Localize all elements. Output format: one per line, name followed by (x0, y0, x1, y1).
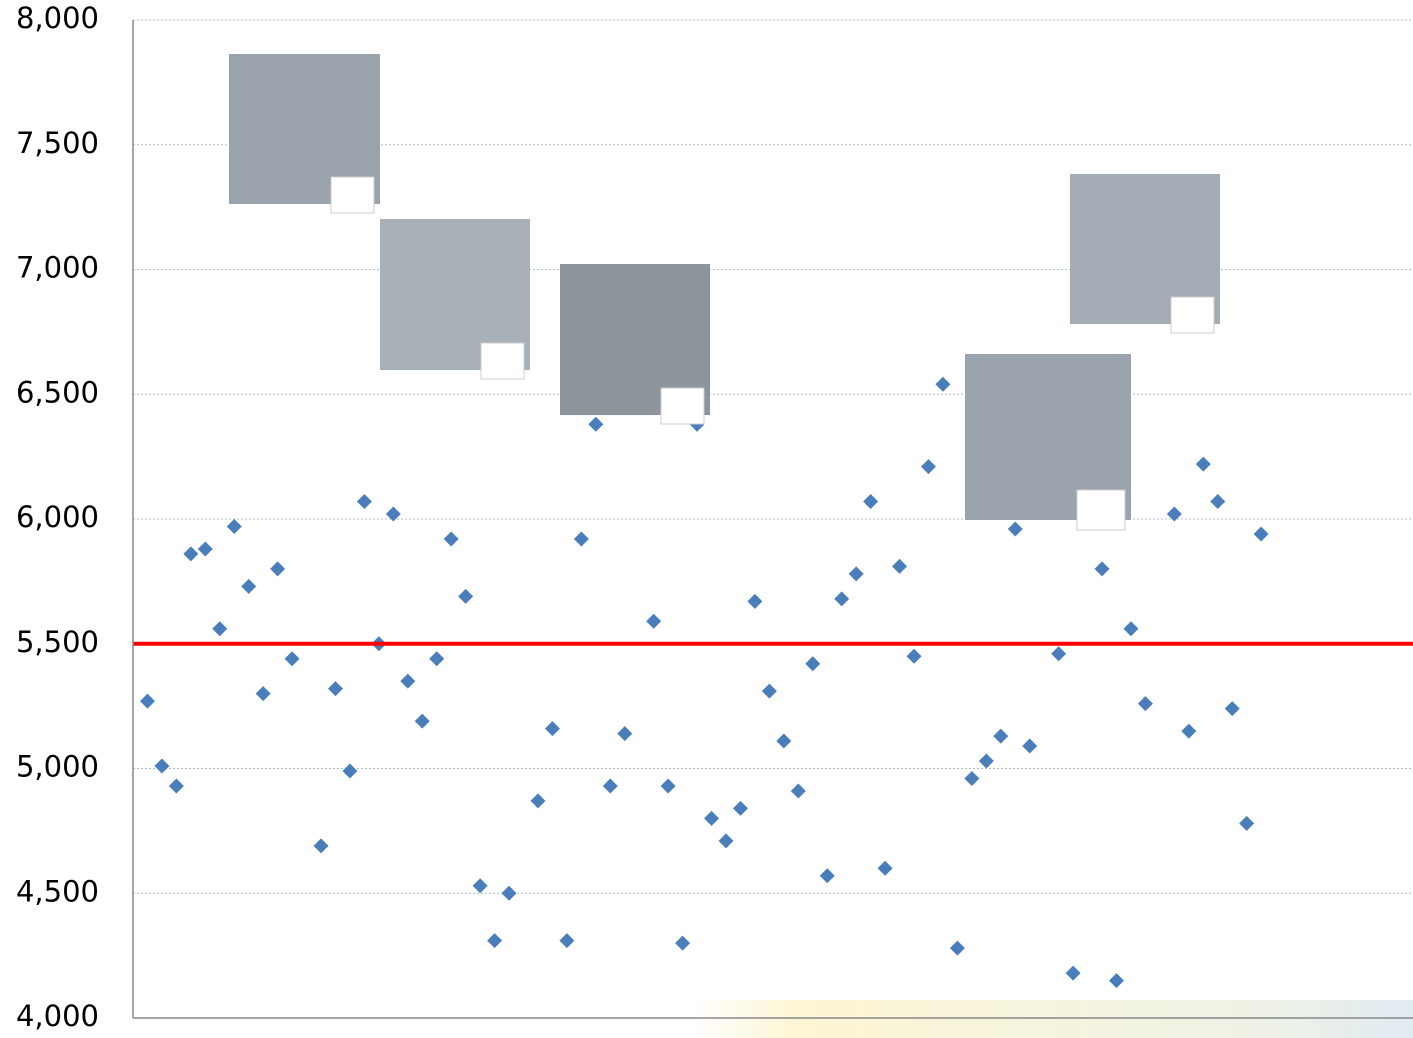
point (183, 546, 199, 562)
point (197, 541, 213, 557)
point (270, 561, 286, 577)
point (805, 656, 821, 672)
point (920, 459, 936, 475)
point (385, 506, 401, 522)
point (588, 416, 604, 432)
point (863, 494, 879, 510)
point (935, 376, 951, 392)
point (906, 648, 922, 664)
point (487, 933, 503, 949)
party-logo (1170, 296, 1215, 334)
background-decoration (690, 1000, 1413, 1038)
point (978, 753, 994, 769)
y-tick-label: 7,500 (16, 126, 99, 160)
point (732, 800, 748, 816)
point (573, 531, 589, 547)
point (1065, 965, 1081, 981)
point (877, 860, 893, 876)
point (704, 810, 720, 826)
point (313, 838, 329, 854)
point (284, 651, 300, 667)
point (602, 778, 618, 794)
point (241, 578, 257, 594)
point (1123, 621, 1139, 637)
point (617, 726, 633, 742)
point (1239, 815, 1255, 831)
point (646, 613, 662, 629)
photos (229, 54, 1220, 531)
y-tick-label: 5,500 (16, 625, 99, 659)
point (675, 935, 691, 951)
point (892, 558, 908, 574)
point (429, 651, 445, 667)
point (342, 763, 358, 779)
point (255, 686, 271, 702)
point (660, 778, 676, 794)
point (400, 673, 416, 689)
y-tick-label: 8,000 (16, 1, 99, 35)
point (154, 758, 170, 774)
point (1195, 456, 1211, 472)
party-logo (330, 176, 375, 214)
point (458, 588, 474, 604)
y-tick-label: 5,000 (16, 750, 99, 784)
point (501, 885, 517, 901)
point (472, 878, 488, 894)
point (1137, 696, 1153, 712)
point (776, 733, 792, 749)
point (1051, 646, 1067, 662)
point (718, 833, 734, 849)
y-tick-label: 6,000 (16, 500, 99, 534)
point (1109, 973, 1125, 989)
party-logo (660, 387, 705, 425)
point (1166, 506, 1182, 522)
point (834, 591, 850, 607)
point (559, 933, 575, 949)
point (1210, 494, 1226, 510)
y-tick-label: 6,500 (16, 375, 99, 409)
y-tick-label: 7,000 (16, 251, 99, 285)
point (819, 868, 835, 884)
y-tick-label: 4,000 (16, 999, 99, 1033)
points (133, 376, 1413, 989)
point (1007, 521, 1023, 537)
y-tick-label: 4,500 (16, 874, 99, 908)
point (544, 721, 560, 737)
point (139, 693, 155, 709)
point (949, 940, 965, 956)
party-logo (480, 342, 525, 380)
point (168, 778, 184, 794)
point (790, 783, 806, 799)
point (993, 728, 1009, 744)
point (1224, 701, 1240, 717)
point (1094, 561, 1110, 577)
point (747, 593, 763, 609)
point (848, 566, 864, 582)
point (964, 770, 980, 786)
point (1181, 723, 1197, 739)
point (1022, 738, 1038, 754)
point (414, 713, 430, 729)
point (443, 531, 459, 547)
point (761, 683, 777, 699)
point (356, 494, 372, 510)
point (226, 518, 242, 534)
point (327, 681, 343, 697)
point (212, 621, 228, 637)
point (1253, 526, 1269, 542)
point (530, 793, 546, 809)
party-logo (1076, 489, 1126, 531)
